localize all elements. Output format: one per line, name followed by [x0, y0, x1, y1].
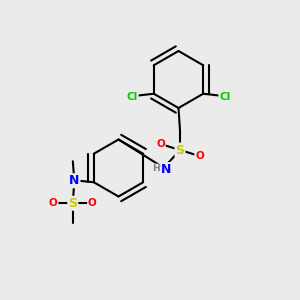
Text: Cl: Cl [219, 92, 230, 102]
Text: Cl: Cl [127, 92, 138, 102]
Text: O: O [49, 198, 58, 208]
Text: H: H [152, 164, 160, 173]
Text: O: O [195, 151, 204, 161]
Text: S: S [176, 143, 184, 157]
Text: N: N [161, 163, 172, 176]
Text: S: S [68, 197, 77, 210]
Text: O: O [156, 139, 165, 149]
Text: O: O [88, 198, 97, 208]
Text: N: N [69, 174, 80, 187]
